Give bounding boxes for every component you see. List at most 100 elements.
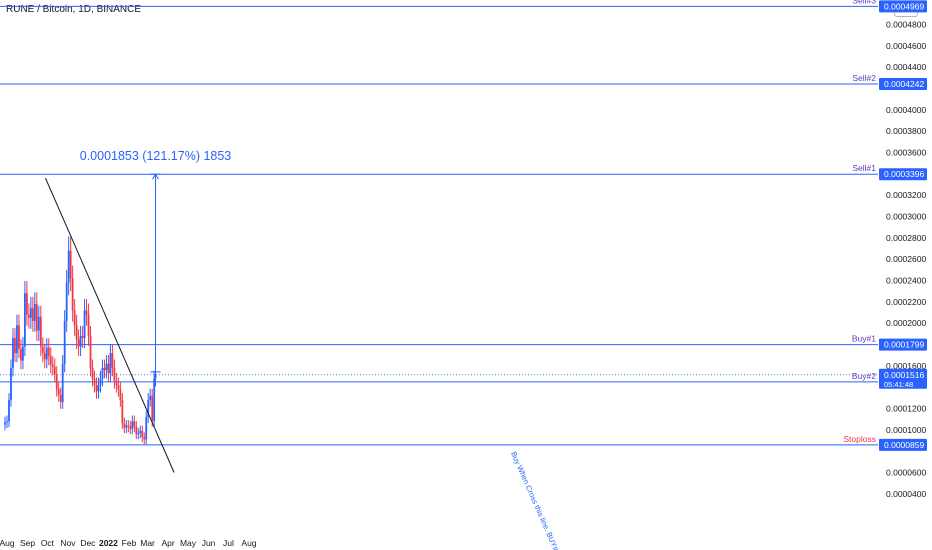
price-tag-text: 0.0000859 [884, 440, 924, 450]
candle-body [111, 353, 114, 368]
candle-body [10, 367, 12, 400]
candle-body [31, 308, 34, 322]
price-tag [879, 168, 927, 181]
price-tag [879, 438, 927, 451]
candle-body [4, 422, 6, 425]
level-label: Sell#3 [852, 0, 876, 5]
y-tick-label: 0.0002000 [886, 318, 926, 328]
level-label: Buy#2 [852, 371, 876, 381]
candle-body [24, 293, 26, 347]
y-tick-label: 0.0003600 [886, 147, 926, 157]
level-label: Stoploss [843, 434, 876, 444]
candle-body [49, 356, 52, 365]
measure-label: 0.0001853 (121.17%) 1853 [80, 149, 232, 163]
candle-body [129, 426, 132, 429]
candle-body [37, 316, 40, 331]
chart-title: RUNE / Bitcoin, 1D, BINANCE [6, 4, 142, 15]
candle-body [79, 335, 82, 347]
candle-body [61, 363, 64, 403]
y-tick-label: 0.0004000 [886, 105, 926, 115]
price-tag-text: 0.0001799 [884, 340, 924, 350]
price-tag [879, 77, 927, 90]
price-tag-text: 0.0003396 [884, 169, 924, 179]
candle-body [125, 425, 128, 428]
x-tick-label: Apr [161, 538, 174, 548]
candle-body [20, 348, 22, 361]
candle-body [12, 338, 14, 368]
y-tick-label: 0.0000400 [886, 489, 926, 499]
trend-line [44, 177, 175, 473]
candle-body [113, 367, 116, 381]
candle-body [67, 250, 70, 283]
current-price-tag [879, 368, 927, 389]
candle-body [154, 374, 157, 379]
y-tick-label: 0.0001200 [886, 403, 926, 413]
candle-body [25, 293, 28, 315]
candle-body [91, 367, 94, 379]
candle-body [115, 380, 118, 386]
candle-body [107, 363, 110, 374]
y-tick-label: 0.0001000 [886, 425, 926, 435]
candle-body [153, 378, 156, 422]
candle-body [139, 430, 142, 434]
y-tick-label: 0.0001600 [886, 361, 926, 371]
y-tick-label: 0.0002400 [886, 275, 926, 285]
candle-body [33, 303, 36, 322]
candle-body [99, 378, 102, 386]
candle-body [147, 399, 150, 418]
candle-body [143, 437, 146, 440]
current-price-text: 0.0001516 [884, 370, 924, 380]
x-tick-label: Mar [140, 538, 155, 548]
candle-body [109, 353, 112, 374]
candle-body [53, 366, 56, 375]
x-tick-label: Aug [241, 538, 256, 548]
candle-body [69, 250, 72, 279]
candle-body [81, 335, 84, 339]
candle-body [89, 335, 92, 368]
candle-body [16, 325, 18, 354]
candle-body [39, 316, 42, 347]
candle-body [45, 347, 48, 360]
x-tick-label: Sep [20, 538, 35, 548]
level-label: Sell#1 [852, 163, 876, 173]
countdown-text: 05:41:48 [884, 380, 913, 389]
candle-body [65, 282, 68, 322]
x-tick-label: May [180, 538, 197, 548]
y-tick-label: 0.0003000 [886, 211, 926, 221]
candle-body [119, 389, 122, 400]
candle-body [93, 378, 96, 386]
candle-body [103, 367, 106, 371]
x-tick-label: Jul [223, 538, 234, 548]
candle-body [47, 347, 50, 357]
candle-body [97, 385, 100, 392]
x-tick-label: Jun [202, 538, 216, 548]
y-tick-label: 0.0003200 [886, 190, 926, 200]
candle-body [71, 278, 74, 311]
candle-body [133, 421, 136, 427]
candle-body [73, 310, 76, 326]
candle-body [27, 314, 30, 318]
candle-body [51, 364, 54, 367]
candle-body [41, 346, 44, 354]
y-tick-label: 0.0003800 [886, 126, 926, 136]
y-tick-label: 0.0002200 [886, 297, 926, 307]
y-tick-label: 0.0002800 [886, 233, 926, 243]
x-tick-label: Oct [41, 538, 55, 548]
candle-body [105, 363, 108, 371]
candle-body [87, 314, 90, 336]
y-tick-label: 0.0004400 [886, 62, 926, 72]
price-tag [879, 338, 927, 351]
measure-arrow [152, 173, 159, 180]
x-tick-label: Feb [122, 538, 137, 548]
trend-annotation: Buy When Cross this line. BUY#1 [509, 450, 562, 550]
candle-body [59, 394, 62, 403]
x-tick-label: Aug [0, 538, 15, 548]
candle-body [14, 338, 16, 354]
candle-body [6, 421, 8, 423]
candle-body [141, 430, 144, 438]
candle-body [83, 310, 86, 339]
candle-body [151, 395, 154, 422]
candle-body [75, 325, 78, 340]
x-tick-label: 2022 [99, 538, 118, 548]
